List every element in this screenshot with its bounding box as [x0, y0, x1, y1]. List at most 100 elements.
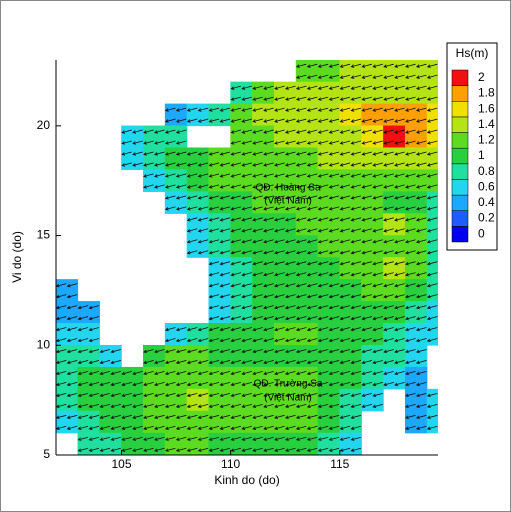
wave-arrow	[132, 403, 143, 409]
wave-arrow	[121, 129, 132, 134]
wave-arrow	[306, 239, 318, 244]
wave-arrow	[197, 107, 209, 112]
wave-arrow	[415, 129, 427, 134]
wave-arrow	[99, 447, 111, 452]
wave-arrow	[252, 261, 263, 266]
cell	[273, 410, 297, 434]
wave-arrow	[230, 184, 242, 189]
wave-arrow	[317, 338, 329, 343]
wave-arrow	[328, 272, 340, 277]
wave-arrow	[219, 151, 231, 156]
wave-arrow	[197, 425, 209, 430]
wave-arrow	[383, 239, 394, 244]
wave-arrow	[339, 283, 351, 288]
wave-arrow	[285, 151, 296, 156]
wave-arrow	[328, 414, 340, 419]
wave-arrow	[164, 195, 176, 200]
wave-arrow	[285, 371, 296, 376]
wave-arrow	[415, 305, 427, 310]
cell	[208, 388, 231, 412]
wave-arrow	[274, 305, 285, 310]
wave-arrow	[88, 381, 100, 387]
wave-arrow	[361, 63, 372, 68]
cell	[404, 279, 428, 302]
wave-arrow	[295, 96, 307, 101]
wave-arrow	[306, 140, 318, 145]
wave-arrow	[143, 414, 154, 419]
wave-arrow	[415, 250, 427, 255]
wave-arrow	[339, 63, 351, 68]
wave-arrow	[252, 107, 263, 112]
wave-arrow	[361, 349, 372, 354]
wave-arrow	[143, 381, 154, 387]
wave-arrow	[339, 129, 351, 134]
cell	[230, 301, 253, 324]
wave-arrow	[154, 173, 165, 178]
cell	[317, 213, 341, 236]
wave-arrow	[274, 250, 285, 255]
wave-arrow	[88, 392, 100, 398]
wave-arrow	[339, 173, 351, 178]
wave-arrow	[252, 327, 263, 332]
wave-arrow	[154, 425, 165, 430]
wave-arrow	[372, 371, 383, 376]
cell	[252, 257, 275, 280]
wave-arrow	[175, 129, 187, 134]
cell	[273, 235, 297, 258]
wave-arrow	[241, 96, 252, 101]
wave-arrow	[252, 217, 263, 222]
wave-arrow	[328, 173, 340, 178]
wave-arrow	[252, 118, 263, 123]
wave-arrow	[295, 74, 307, 79]
wave-arrow	[350, 327, 362, 332]
wave-arrow	[361, 151, 372, 156]
wave-arrow	[285, 261, 296, 266]
wave-arrow	[208, 261, 220, 266]
wave-arrow	[426, 206, 438, 211]
wave-arrow	[263, 239, 274, 244]
colorbar-band	[451, 85, 469, 102]
colorbar-label: 0.2	[478, 211, 495, 225]
colorbar-band	[451, 69, 469, 86]
wave-arrow	[274, 261, 285, 266]
wave-arrow	[208, 447, 220, 452]
wave-arrow	[350, 217, 362, 222]
wave-arrow	[372, 96, 383, 101]
wave-arrow	[405, 316, 416, 321]
wave-arrow	[383, 217, 394, 222]
wave-arrow	[285, 184, 296, 189]
cell	[77, 344, 100, 368]
wave-arrow	[241, 349, 252, 354]
wave-arrow	[415, 195, 427, 200]
wave-arrow	[372, 381, 383, 387]
cell	[295, 279, 319, 302]
cell	[230, 323, 253, 346]
wave-arrow	[154, 151, 165, 156]
wave-arrow	[350, 140, 362, 145]
wave-arrow	[350, 239, 362, 244]
wave-arrow	[361, 403, 372, 409]
wave-arrow	[361, 195, 372, 200]
wave-arrow	[186, 327, 198, 332]
wave-arrow	[263, 371, 274, 376]
wave-arrow	[241, 250, 252, 255]
wave-arrow	[350, 118, 362, 123]
wave-arrow	[175, 118, 187, 123]
wave-arrow	[241, 392, 252, 398]
wave-arrow	[230, 316, 242, 321]
wave-arrow	[426, 217, 438, 222]
wave-arrow	[306, 338, 318, 343]
wave-arrow	[285, 129, 296, 134]
cell	[317, 257, 341, 280]
wave-arrow	[317, 96, 329, 101]
wave-arrow	[154, 349, 165, 354]
cell	[404, 257, 428, 280]
cell	[252, 279, 275, 302]
wave-arrow	[110, 403, 121, 409]
wave-arrow	[164, 403, 176, 409]
wave-arrow	[197, 414, 209, 419]
wave-arrow	[241, 239, 252, 244]
wave-arrow	[230, 107, 242, 112]
cell	[361, 301, 384, 324]
colorbar-label: 1.2	[478, 133, 495, 147]
